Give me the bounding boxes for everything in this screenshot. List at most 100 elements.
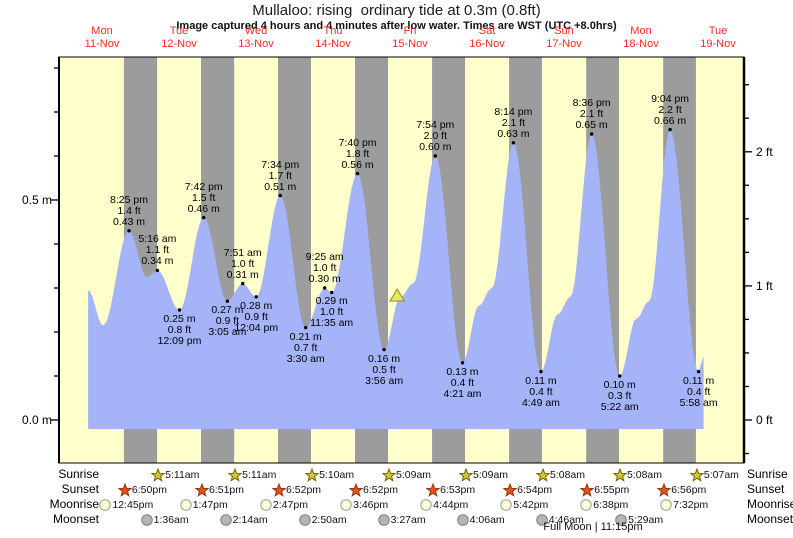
sunrise-time: 5:09am [396, 469, 432, 481]
moonrise-row-label-right: Moonrise [747, 497, 793, 511]
sunrise-star-icon [227, 467, 243, 482]
moonrise-circle-icon [339, 498, 353, 512]
moonrise-circle-icon [659, 498, 673, 512]
sunset-star-icon [656, 482, 672, 497]
sunrise-time: 5:11am [242, 469, 277, 481]
tide-extreme-dot [618, 374, 622, 378]
moonrise-time: 6:38pm [593, 499, 629, 511]
tide-extreme-dot [668, 127, 672, 132]
sunset-time: 6:51pm [208, 484, 244, 496]
day-date: 18-Nov [623, 38, 659, 50]
moonset-circle-icon [456, 513, 470, 527]
sunrise-star-icon [381, 467, 397, 482]
sunrise-star-icon [150, 467, 166, 482]
sunset-star-icon [425, 482, 441, 497]
tide-extreme-dot [304, 325, 308, 330]
moonrise-circle-icon [419, 498, 433, 512]
tide-extreme-dot [254, 295, 258, 299]
sunrise-row-label-left: Sunrise [58, 467, 99, 481]
sunset-star-icon [194, 482, 210, 497]
tide-extreme-dot [539, 369, 543, 374]
moonset-time: 4:46am [548, 514, 584, 526]
sunrise-time: 5:09am [473, 469, 509, 481]
moonrise-time: 12:45pm [112, 499, 154, 511]
tide-extreme-dot [127, 229, 131, 233]
day-label: Tue 19-Nov [700, 25, 735, 51]
day-name: Mon [91, 25, 113, 37]
day-label: Sun 17-Nov [546, 25, 581, 51]
right-axis-label: 1 ft [756, 278, 773, 293]
moonset-time: 2:14am [232, 514, 268, 526]
tide-extreme-dot [278, 193, 282, 198]
sunrise-time: 5:08am [626, 469, 662, 481]
moonrise-time: 7:32pm [673, 499, 709, 511]
moonrise-time: 5:42pm [513, 499, 549, 511]
full-moon-note: Full Moon | 11:15pm [543, 521, 643, 533]
sunset-time: 6:53pm [440, 484, 476, 496]
tide-extreme-dot [433, 154, 437, 158]
page-subtitle: Image captured 4 hours and 4 minutes aft… [176, 20, 617, 32]
sunrise-time: 5:08am [549, 469, 585, 481]
day-name: Thu [323, 25, 343, 37]
moonset-time: 1:36am [153, 514, 189, 526]
sunrise-row-label-right: Sunrise [747, 467, 788, 481]
sunrise-time: 5:11am [165, 469, 200, 481]
day-label: Sat 16-Nov [469, 25, 504, 51]
day-name: Sat [478, 25, 496, 37]
sunrise-star-icon [458, 467, 474, 482]
sunset-star-icon [117, 482, 133, 497]
day-label: Wed 13-Nov [238, 25, 273, 51]
tide-extreme-dot [225, 299, 230, 303]
tide-extreme-dot [589, 132, 594, 136]
moonrise-circle-icon [499, 498, 513, 512]
tide-extreme-dot [696, 369, 701, 374]
moonrise-time: 3:46pm [353, 499, 389, 511]
sunset-star-icon [271, 482, 287, 497]
sunset-time: 6:50pm [131, 484, 167, 496]
sunset-time: 6:52pm [363, 484, 399, 496]
moonrise-time: 4:44pm [433, 499, 469, 511]
sunrise-time: 5:10am [319, 469, 355, 481]
moonset-row-label-right: Moonset [747, 512, 793, 526]
day-name: Sun [554, 25, 574, 37]
sunrise-star-icon [535, 467, 551, 482]
sunset-time: 6:56pm [671, 484, 707, 496]
sunset-star-icon [502, 482, 518, 497]
sunrise-star-icon [612, 467, 628, 482]
moonrise-time: 2:47pm [272, 499, 308, 511]
moonrise-row-label-left: Moonrise [49, 497, 99, 511]
sunset-time: 6:52pm [286, 484, 322, 496]
tide-extreme-dot [241, 281, 245, 286]
moonset-row-label-left: Moonset [52, 512, 99, 526]
day-label: Tue 12-Nov [161, 25, 196, 51]
sunset-time: 6:54pm [517, 484, 553, 496]
tide-extreme-dot [355, 171, 360, 176]
day-date: 15-Nov [392, 38, 428, 50]
day-date: 11-Nov [84, 38, 120, 50]
moonset-time: 5:29am [628, 514, 664, 526]
day-date: 16-Nov [469, 38, 505, 50]
sunset-star-icon [579, 482, 595, 497]
tide-extreme-dot [323, 286, 327, 290]
day-name: Fri [403, 25, 417, 37]
day-label: Fri 15-Nov [392, 25, 427, 51]
day-date: 13-Nov [238, 38, 274, 50]
day-date: 17-Nov [546, 38, 582, 50]
sunset-time: 6:55pm [594, 484, 630, 496]
moonrise-circle-icon [579, 498, 593, 512]
day-label: Mon 11-Nov [85, 25, 120, 51]
day-name: Tue [169, 25, 189, 37]
day-label: Mon 18-Nov [623, 25, 658, 51]
moonrise-circle-icon [98, 498, 112, 512]
tide-extreme-dot [460, 361, 465, 365]
left-axis-label: 0.5 m [21, 193, 52, 207]
sunset-star-icon [348, 482, 364, 497]
day-date: 12-Nov [161, 38, 197, 50]
moonset-circle-icon [614, 513, 628, 527]
left-axis-label: 0.0 m [21, 413, 52, 427]
moonrise-circle-icon [259, 498, 273, 512]
sunset-row-label-left: Sunset [61, 482, 99, 496]
tide-extreme-dot [202, 215, 206, 220]
